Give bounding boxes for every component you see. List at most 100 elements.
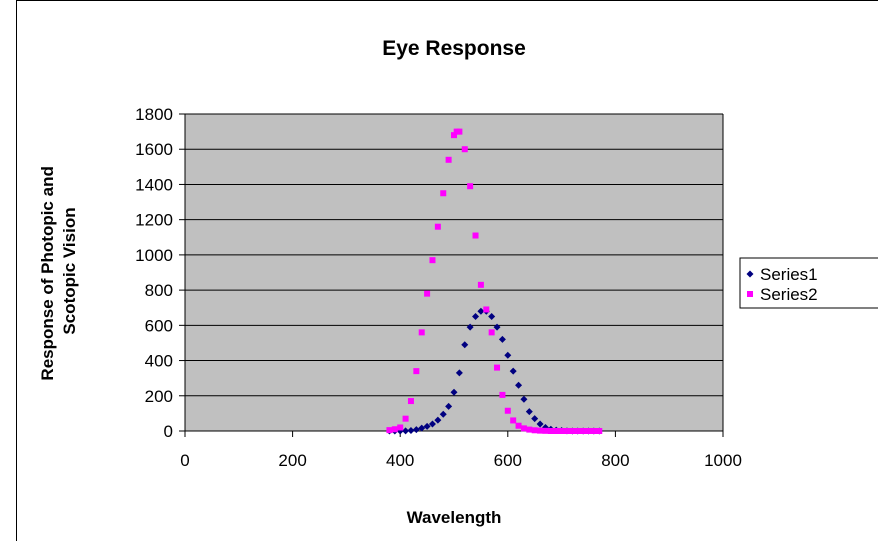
- x-axis-title: Wavelength: [407, 508, 502, 527]
- chart-title: Eye Response: [382, 37, 526, 60]
- data-point-series1: [504, 351, 512, 359]
- x-tick-label: 800: [601, 451, 629, 470]
- y-axis-title-line1: Response of Photopic and: [38, 166, 57, 380]
- data-point-series1: [493, 323, 501, 331]
- data-point-series2: [569, 428, 576, 434]
- data-point-series1: [509, 367, 517, 375]
- data-point-series1: [477, 307, 485, 315]
- data-point-series1: [515, 381, 523, 389]
- data-point-series2: [386, 427, 393, 434]
- data-point-series1: [488, 313, 496, 321]
- data-points: [385, 128, 603, 435]
- data-point-series1: [472, 313, 480, 321]
- data-point-series2: [547, 428, 554, 434]
- data-point-series2: [488, 329, 495, 336]
- data-point-series1: [439, 410, 447, 418]
- y-tick-label: 0: [164, 422, 173, 441]
- data-point-series2: [445, 156, 452, 163]
- series-2: [386, 128, 603, 434]
- y-tick-label: 800: [145, 281, 173, 300]
- y-tick-label: 400: [145, 352, 173, 371]
- y-tick-label: 1400: [135, 175, 173, 194]
- y-tick-label: 1600: [135, 140, 173, 159]
- data-point-series2: [494, 364, 501, 371]
- data-point-series2: [434, 223, 441, 230]
- data-point-series2: [542, 427, 549, 434]
- data-point-series2: [585, 428, 592, 434]
- chart-area: Eye Response 0 200 400 600 800 1000 0 200 400 60…: [16, 0, 878, 541]
- data-point-series2: [472, 232, 479, 239]
- data-point-series1: [466, 323, 474, 331]
- data-point-series2: [504, 407, 511, 414]
- data-point-series1: [525, 408, 533, 416]
- data-point-series2: [574, 428, 581, 434]
- y-axis-title: Response of Photopic and Scotopic Vision: [38, 161, 79, 380]
- x-tick-label: 200: [278, 451, 306, 470]
- data-point-series2: [483, 306, 490, 313]
- data-point-series2: [537, 427, 544, 434]
- legend-label-series2: Series2: [760, 285, 818, 304]
- svg-text:Response of Photopic and: Response of Photopic and Scotopic Vision: [38, 161, 79, 380]
- data-point-series2: [461, 146, 468, 153]
- y-axis: 0 200 400 600 800 1000 1200 1400 1600 1800: [135, 105, 186, 441]
- data-point-series2: [580, 428, 587, 434]
- gridlines: [185, 113, 724, 431]
- data-point-series1: [418, 424, 426, 432]
- x-tick-label: 1000: [704, 451, 742, 470]
- y-tick-label: 1000: [135, 246, 173, 265]
- data-point-series1: [531, 415, 539, 423]
- legend-marker-series1: [746, 270, 754, 278]
- data-point-series2: [531, 427, 538, 434]
- legend-label-series1: Series1: [760, 265, 818, 284]
- data-point-series2: [456, 128, 463, 135]
- data-point-series2: [515, 422, 522, 429]
- x-axis: 0 200 400 600 800 1000: [180, 430, 742, 470]
- data-point-series2: [407, 398, 414, 405]
- data-point-series2: [553, 428, 560, 434]
- eye-response-chart: Eye Response 0 200 400 600 800 1000 0 200 400 60…: [38, 37, 878, 527]
- data-point-series1: [450, 388, 458, 396]
- data-point-series2: [451, 132, 457, 139]
- x-tick-label: 400: [386, 451, 414, 470]
- x-tick-label: 0: [180, 451, 189, 470]
- data-point-series2: [424, 290, 431, 297]
- data-point-series2: [526, 426, 533, 433]
- data-point-series2: [558, 428, 565, 434]
- data-point-series2: [596, 428, 603, 434]
- data-point-series2: [429, 257, 436, 264]
- data-point-series2: [397, 424, 404, 431]
- y-tick-label: 1800: [135, 105, 173, 124]
- data-point-series2: [563, 428, 570, 434]
- y-axis-title-line2: Scotopic Vision: [60, 207, 79, 334]
- data-point-series2: [477, 281, 484, 288]
- data-point-series1: [412, 426, 420, 434]
- legend-box: [739, 257, 878, 309]
- data-point-series2: [510, 417, 517, 424]
- data-point-series2: [391, 426, 398, 433]
- data-point-series1: [407, 426, 415, 434]
- y-tick-label: 1200: [135, 211, 173, 230]
- data-point-series1: [455, 369, 463, 377]
- data-point-series1: [536, 420, 544, 428]
- data-point-series2: [413, 368, 420, 375]
- data-point-series2: [520, 425, 527, 432]
- plot-area: [185, 114, 723, 431]
- y-tick-label: 600: [145, 316, 173, 335]
- data-point-series1: [428, 420, 436, 428]
- data-point-series2: [499, 391, 506, 398]
- y-tick-label: 200: [145, 387, 173, 406]
- data-point-series2: [590, 428, 597, 434]
- data-point-series1: [402, 427, 410, 435]
- data-point-series1: [520, 395, 528, 403]
- data-point-series1: [434, 416, 442, 424]
- data-point-series1: [498, 335, 506, 343]
- x-tick-label: 600: [494, 451, 522, 470]
- data-point-series2: [440, 190, 447, 197]
- legend-marker-series2: [747, 291, 753, 297]
- data-point-series1: [461, 341, 469, 349]
- data-point-series2: [402, 415, 409, 422]
- data-point-series2: [467, 183, 474, 190]
- data-point-series1: [445, 402, 453, 410]
- data-point-series1: [423, 422, 431, 430]
